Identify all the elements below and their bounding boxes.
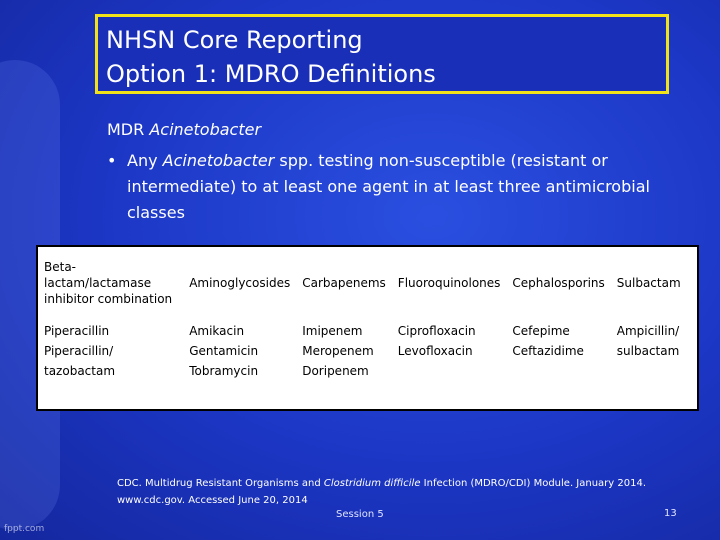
cell-line: Amikacin: [189, 324, 245, 338]
cell-line: Carbapenems: [302, 276, 386, 290]
heading: MDR Acinetobacter: [107, 120, 261, 139]
table-cell: Imipenem Meropenem Doripenem: [296, 319, 392, 410]
table-cell: Ampicillin/ sulbactam: [611, 319, 698, 410]
cell-line: Sulbactam: [616, 276, 681, 290]
table-cell: Aminoglycosides: [183, 246, 296, 319]
title-line: NHSN Core Reporting: [106, 26, 363, 54]
table-cell: Fluoroquinolones: [392, 246, 507, 319]
cell-line: Piperacillin: [44, 324, 110, 338]
table: Beta-lactam/lactamase inhibitor combinat…: [36, 245, 699, 411]
session-label: Session 5: [336, 509, 384, 520]
watermark: fppt.com: [4, 524, 45, 534]
text-segment: Clostridium difficile: [323, 478, 421, 489]
cell-line: Fluoroquinolones: [397, 276, 501, 290]
text-segment: MDR: [107, 120, 150, 139]
cell-line: Ciprofloxacin: [397, 324, 476, 338]
page-number: 13: [664, 508, 677, 519]
bullet: • Any Acinetobacter spp. testing non-susc…: [107, 148, 667, 226]
cell-line: Beta-lactam/lactamase inhibitor combinat…: [44, 260, 173, 306]
title-line: Option 1: MDRO Definitions: [106, 60, 436, 88]
table-cell: Sulbactam: [611, 246, 698, 319]
cell-line: Meropenem: [302, 344, 374, 358]
cell-line: Ampicillin/ sulbactam: [616, 324, 680, 358]
text-segment: CDC. Multidrug Resistant Organisms and: [117, 478, 324, 489]
cell-line: Levofloxacin: [397, 344, 473, 358]
table-row: Beta-lactam/lactamase inhibitor combinat…: [37, 246, 698, 319]
text-segment: Acinetobacter: [162, 151, 275, 170]
cell-line: Gentamicin: [189, 344, 259, 358]
table-cell: Carbapenems: [296, 246, 392, 319]
table-cell: Beta-lactam/lactamase inhibitor combinat…: [37, 246, 183, 319]
text-segment: Acinetobacter: [149, 120, 262, 139]
table-row: Piperacillin Piperacillin/ tazobactam Amik…: [37, 319, 698, 410]
cell-line: Aminoglycosides: [189, 276, 291, 290]
table-cell: Amikacin Gentamicin Tobramycin: [183, 319, 296, 410]
citation: CDC. Multidrug Resistant Organisms and C…: [117, 475, 647, 509]
cell-line: Tobramycin: [189, 364, 259, 378]
text-segment: spp. testing non-susceptible (resistant …: [127, 151, 650, 222]
cell-line: Ceftazidime: [512, 344, 584, 358]
cell-line: Doripenem: [302, 364, 369, 378]
table-cell: Piperacillin Piperacillin/ tazobactam: [37, 319, 183, 410]
cell-line: Piperacillin/ tazobactam: [44, 344, 116, 378]
cell-line: Cephalosporins: [512, 276, 605, 290]
table-cell: Cefepime Ceftazidime: [506, 319, 610, 410]
title: NHSN Core Reporting Option 1: MDRO Defini…: [95, 14, 669, 94]
text-segment: Any: [127, 151, 163, 170]
text-segment: Infection (MDRO/CDI) Module. January 201…: [117, 478, 647, 506]
table-cell: Cephalosporins: [506, 246, 610, 319]
table-cell: Ciprofloxacin Levofloxacin: [392, 319, 507, 410]
cell-line: Cefepime: [512, 324, 570, 338]
bullet-dot: •: [107, 151, 117, 170]
cell-line: Imipenem: [302, 324, 363, 338]
